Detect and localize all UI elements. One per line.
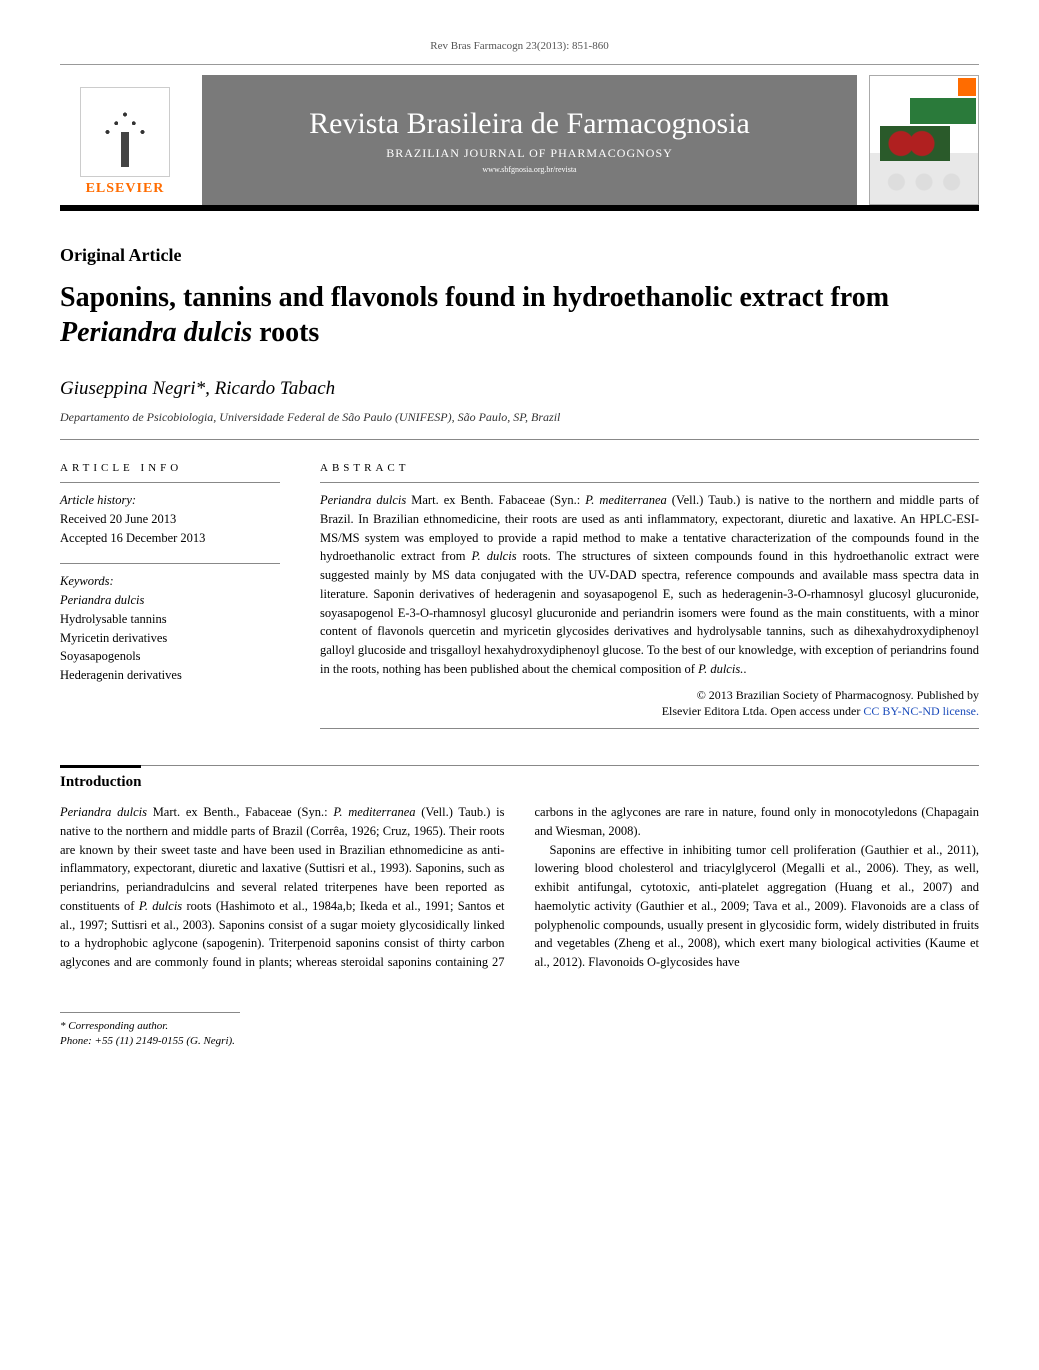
- copyright-line-1: © 2013 Brazilian Society of Pharmacognos…: [320, 687, 979, 704]
- article-history: Article history: Received 20 June 2013 A…: [60, 491, 280, 547]
- journal-cover-thumbnail: [869, 75, 979, 205]
- info-abstract-row: ARTICLE INFO Article history: Received 2…: [60, 462, 979, 737]
- abstract-species: P. dulcis: [471, 549, 516, 563]
- abstract-column: ABSTRACT Periandra dulcis Mart. ex Benth…: [320, 462, 979, 737]
- author-list: Giuseppina Negri*, Ricardo Tabach: [60, 378, 979, 400]
- abstract-species: Periandra dulcis: [320, 493, 406, 507]
- article-info-column: ARTICLE INFO Article history: Received 2…: [60, 462, 280, 737]
- cover-pills-image: [878, 168, 970, 196]
- affiliation: Departamento de Psicobiologia, Universid…: [60, 410, 979, 425]
- cover-title-strip: [910, 98, 976, 124]
- body-species: Periandra dulcis: [60, 805, 147, 819]
- abstract-span: roots. The structures of sixteen compoun…: [320, 549, 979, 676]
- keyword: Hederagenin derivatives: [60, 666, 280, 685]
- footnote-phone: Phone: +55 (11) 2149-0155 (G. Negri).: [60, 1034, 979, 1049]
- journal-banner: Revista Brasileira de Farmacognosia BRAZ…: [202, 75, 857, 205]
- article-info-label: ARTICLE INFO: [60, 462, 280, 474]
- article-type: Original Article: [60, 245, 979, 266]
- abstract-species: P. dulcis.: [698, 662, 743, 676]
- body-text-columns: Periandra dulcis Mart. ex Benth., Fabace…: [60, 803, 979, 972]
- journal-url: www.sbfgnosia.org.br/revista: [482, 165, 576, 174]
- divider: [320, 728, 979, 729]
- abstract-text: Periandra dulcis Mart. ex Benth. Fabacea…: [320, 491, 979, 679]
- license-link[interactable]: CC BY-NC-ND license.: [863, 704, 979, 718]
- footnote-rule: [60, 1012, 240, 1013]
- abstract-span: .: [743, 662, 746, 676]
- elsevier-wordmark: ELSEVIER: [86, 181, 165, 197]
- journal-header: ELSEVIER Revista Brasileira de Farmacogn…: [60, 64, 979, 211]
- introduction-section: Introduction Periandra dulcis Mart. ex B…: [60, 765, 979, 972]
- article-title: Saponins, tannins and flavonols found in…: [60, 280, 979, 350]
- license-prefix: Open access under: [770, 704, 863, 718]
- keywords-label: Keywords:: [60, 572, 280, 591]
- keyword: Soyasapogenols: [60, 647, 280, 666]
- title-text-2: roots: [252, 317, 319, 348]
- section-heading-rule: Introduction: [60, 765, 141, 803]
- corresponding-author-footnote: * Corresponding author. Phone: +55 (11) …: [60, 1019, 979, 1050]
- section-heading: Introduction: [60, 774, 141, 791]
- title-text-1: Saponins, tannins and flavonols found in…: [60, 282, 889, 313]
- elsevier-logo: ELSEVIER: [60, 75, 190, 205]
- divider: [60, 482, 280, 483]
- divider: [60, 563, 280, 564]
- keyword: Myricetin derivatives: [60, 629, 280, 648]
- body-span: Mart. ex Benth., Fabaceae (Syn.:: [147, 805, 333, 819]
- journal-title: Revista Brasileira de Farmacognosia: [309, 107, 750, 140]
- body-span: (Vell.) Taub.) is native to the northern…: [60, 805, 505, 913]
- received-date: Received 20 June 2013: [60, 510, 280, 529]
- abstract-span: Mart. ex Benth. Fabaceae (Syn.:: [406, 493, 585, 507]
- keyword: Periandra dulcis: [60, 591, 280, 610]
- divider: [60, 439, 979, 440]
- copyright-block: © 2013 Brazilian Society of Pharmacognos…: [320, 687, 979, 721]
- cover-flower-image: [880, 126, 950, 161]
- history-label: Article history:: [60, 491, 280, 510]
- keyword: Hydrolysable tannins: [60, 610, 280, 629]
- citation-header: Rev Bras Farmacogn 23(2013): 851-860: [60, 40, 979, 52]
- divider: [320, 482, 979, 483]
- copyright-line-2: Elsevier Editora Ltda. Open access under…: [320, 703, 979, 720]
- abstract-label: ABSTRACT: [320, 462, 979, 474]
- body-species: P. dulcis: [139, 899, 182, 913]
- copyright-publisher: Elsevier Editora Ltda.: [662, 704, 771, 718]
- body-species: P. mediterranea: [333, 805, 415, 819]
- body-paragraph: Saponins are effective in inhibiting tum…: [535, 841, 980, 972]
- journal-subtitle: BRAZILIAN JOURNAL OF PHARMACOGNOSY: [386, 146, 673, 161]
- elsevier-tree-icon: [80, 87, 170, 177]
- footnote-corr: * Corresponding author.: [60, 1019, 979, 1034]
- accepted-date: Accepted 16 December 2013: [60, 529, 280, 548]
- title-species-italic: Periandra dulcis: [60, 317, 252, 348]
- abstract-species: P. mediterranea: [585, 493, 667, 507]
- keywords-block: Keywords: Periandra dulcis Hydrolysable …: [60, 572, 280, 685]
